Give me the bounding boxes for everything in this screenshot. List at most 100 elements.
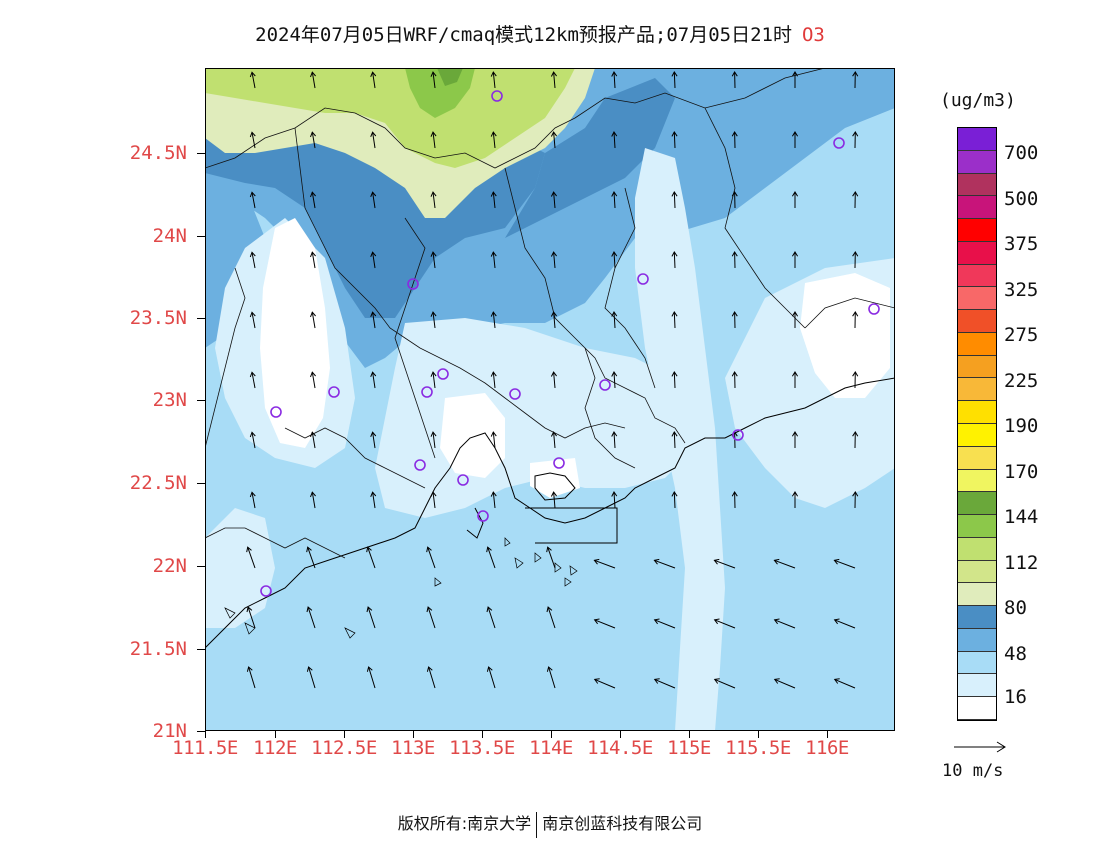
wind-arrow	[427, 606, 436, 629]
longitude-label: 116E	[805, 737, 849, 759]
wind-vectors	[246, 71, 859, 689]
wind-arrow	[613, 491, 616, 509]
wind-arrow-head	[852, 371, 859, 377]
wind-arrow-head	[546, 606, 553, 613]
latitude-tick	[197, 483, 205, 484]
longitude-label: 112.5E	[311, 737, 377, 759]
wind-arrow-head	[310, 71, 316, 78]
wind-arrow	[311, 312, 316, 329]
wind-arrow-head	[671, 131, 678, 137]
wind-arrow-head	[546, 546, 552, 553]
legend-swatch	[958, 446, 996, 470]
wind-arrow-head	[611, 191, 618, 197]
wind-arrow-head	[246, 606, 253, 613]
station-marker	[270, 406, 282, 418]
wind-arrow-head	[593, 558, 600, 565]
title-text: 2024年07月05日WRF/cmaq模式12km预报产品;07月05日21时	[255, 24, 792, 46]
shade-low-plume	[635, 148, 725, 731]
wind-arrow-head	[310, 371, 316, 378]
wind-arrow-head	[791, 191, 799, 197]
wind-arrow	[251, 72, 256, 89]
wind-arrow-head	[370, 251, 377, 257]
wind-arrow-head	[713, 558, 720, 565]
wind-arrow-head	[671, 71, 678, 77]
islands	[224, 537, 578, 639]
wind-arrow	[372, 492, 376, 509]
wind-arrow	[428, 666, 436, 689]
wind-arrow	[311, 372, 316, 389]
longitude-label: 115.5E	[725, 737, 791, 759]
longitude-tick	[827, 731, 828, 738]
wind-arrow	[372, 252, 376, 269]
wind-arrow	[427, 547, 436, 569]
wind-arrow-head	[486, 666, 493, 672]
legend-label: 170	[1004, 460, 1039, 483]
wind-arrow-head	[852, 131, 859, 137]
wind-arrow	[367, 547, 376, 569]
wind-arrow	[774, 678, 796, 689]
latitude-tick	[197, 731, 205, 732]
wind-arrow	[553, 132, 556, 149]
wind-arrow	[487, 606, 496, 629]
wind-arrow	[834, 559, 856, 569]
wind-arrow-head	[550, 311, 558, 317]
wind-arrow-head	[426, 666, 433, 672]
latitude-label: 24.5N	[129, 142, 187, 164]
wind-arrow-head	[653, 618, 660, 625]
wind-arrow	[432, 132, 436, 149]
wind-arrow	[251, 372, 256, 389]
color-legend	[957, 127, 997, 721]
wind-arrow	[673, 251, 676, 269]
wind-arrow-head	[370, 131, 377, 137]
wind-arrow	[654, 678, 676, 689]
station-marker	[421, 386, 433, 398]
wind-arrow	[613, 431, 616, 449]
wind-arrow-head	[249, 251, 256, 258]
wind-arrow-head	[852, 431, 859, 437]
wind-arrow-head	[852, 491, 859, 497]
wind-arrow	[311, 132, 316, 149]
legend-swatch	[958, 469, 996, 493]
wind-arrow-head	[550, 371, 558, 377]
wind-arrow-head	[773, 558, 780, 565]
wind-arrow	[247, 606, 256, 629]
wind-arrow-head	[731, 251, 738, 257]
wind-arrow-head	[430, 251, 437, 257]
concentration-map	[205, 68, 895, 731]
wind-arrow	[432, 492, 436, 509]
station-marker	[868, 303, 880, 315]
wind-arrow	[553, 72, 556, 89]
wind-arrow-head	[852, 71, 859, 77]
wind-arrow-head	[310, 251, 316, 258]
legend-swatch	[958, 697, 996, 720]
legend-label: 80	[1004, 597, 1027, 620]
wind-arrow-head	[486, 606, 493, 613]
wind-arrow-head	[731, 71, 738, 77]
wind-arrow	[553, 372, 556, 389]
wind-arrow-head	[370, 431, 377, 437]
wind-arrow	[594, 619, 616, 629]
wind-arrow	[251, 492, 256, 509]
wind-arrow	[372, 72, 376, 89]
wind-arrow	[834, 619, 856, 629]
station-marker	[414, 459, 426, 471]
wind-arrow	[311, 252, 316, 269]
wind-arrow-head	[713, 618, 720, 625]
wind-arrow-head	[249, 311, 256, 318]
latitude-label: 22N	[152, 555, 187, 577]
wind-arrow-head	[426, 606, 433, 613]
wind-arrow-head	[791, 371, 799, 377]
legend-swatch	[958, 241, 996, 265]
copyright-left: 版权所有:南京大学	[397, 814, 532, 833]
wind-arrow-head	[550, 431, 558, 437]
legend-label: 500	[1004, 187, 1039, 210]
wind-arrow-head	[546, 666, 553, 672]
wind-arrow-head	[671, 311, 678, 317]
wind-arrow-head	[370, 71, 377, 77]
wind-arrow	[311, 72, 316, 89]
wind-arrow	[673, 491, 676, 509]
wind-arrow-head	[310, 191, 316, 198]
station-marker	[437, 368, 449, 380]
station-marker	[509, 388, 521, 400]
wind-arrow-head	[310, 431, 316, 438]
